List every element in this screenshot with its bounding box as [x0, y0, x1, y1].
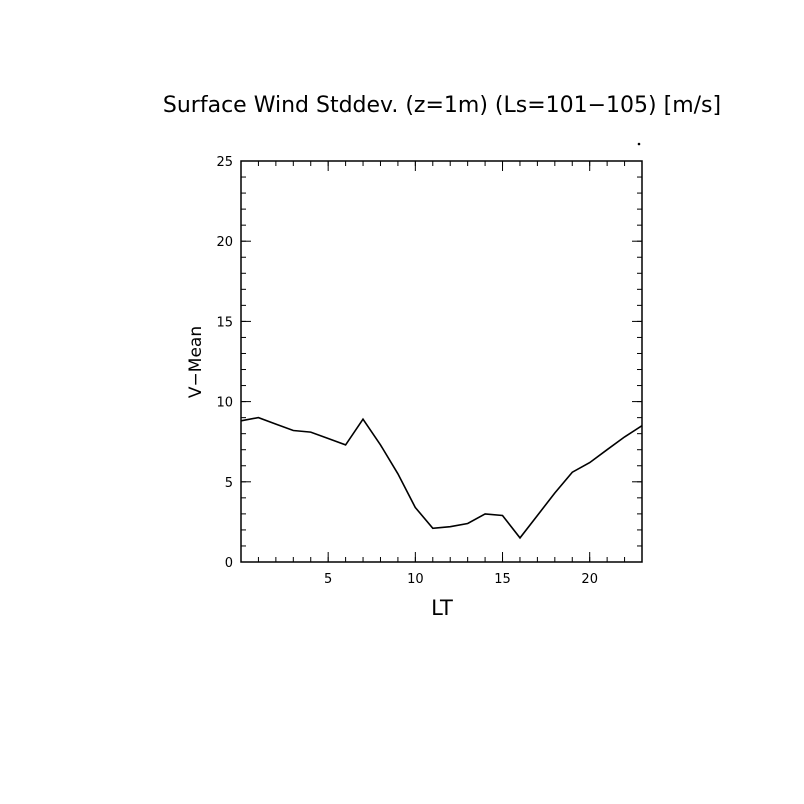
- y-tick-label: 15: [216, 315, 233, 330]
- series-line: [240, 416, 643, 540]
- x-axis-label: LT: [431, 596, 453, 620]
- y-axis-label: V−Mean: [186, 326, 206, 398]
- major-ticks: [241, 160, 642, 563]
- corner-dot: [637, 142, 641, 146]
- tick-labels: 5 10 15 20 0 5 10 15 20 25: [216, 155, 598, 587]
- y-tick-label: 25: [216, 155, 233, 170]
- x-tick-label: 10: [407, 572, 424, 587]
- x-tick-label: 5: [324, 572, 332, 587]
- x-tick-label: 15: [494, 572, 511, 587]
- y-tick-label: 20: [216, 235, 233, 250]
- y-tick-label: 5: [225, 476, 233, 491]
- plot-frame: [240, 160, 643, 563]
- minor-ticks: [240, 160, 643, 563]
- y-tick-label: 10: [216, 396, 233, 411]
- x-tick-label: 20: [581, 572, 598, 587]
- y-tick-label: 0: [225, 556, 233, 571]
- chart-title: Surface Wind Stddev. (z=1m) (Ls=101−105)…: [163, 93, 721, 118]
